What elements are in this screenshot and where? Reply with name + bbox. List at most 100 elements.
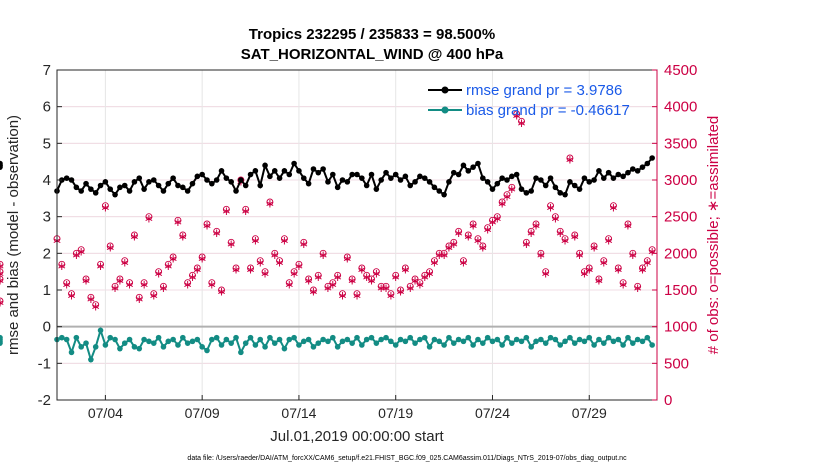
obs-assimilated-point: ∗ bbox=[642, 255, 652, 269]
bias-point bbox=[509, 340, 515, 346]
obs-assimilated-point: ∗ bbox=[463, 230, 473, 244]
obs-assimilated-point: ∗ bbox=[231, 263, 241, 277]
bias-point bbox=[257, 336, 264, 343]
obs-assimilated-point: ∗ bbox=[371, 266, 381, 280]
obs-assimilated-point: ∗ bbox=[110, 281, 120, 295]
y2-tick-label: 1000 bbox=[664, 319, 697, 336]
obs-assimilated-point: ∗ bbox=[492, 211, 502, 225]
x-tick-label: 07/09 bbox=[185, 405, 220, 421]
bias-point bbox=[383, 334, 389, 341]
y-tick-label: -2 bbox=[38, 392, 51, 409]
rmse-point bbox=[600, 175, 607, 181]
rmse-point bbox=[450, 169, 457, 176]
rmse-point bbox=[397, 177, 404, 183]
obs-possible-point bbox=[392, 271, 400, 279]
obs-possible-point bbox=[242, 205, 250, 213]
bias-point bbox=[59, 334, 65, 341]
obs-assimilated-point: ∗ bbox=[173, 215, 183, 229]
y2-tick-label: 2500 bbox=[664, 209, 697, 226]
obs-assimilated-point: ∗ bbox=[71, 248, 81, 262]
obs-possible-point bbox=[489, 216, 496, 224]
obs-assimilated-point: ∗ bbox=[410, 274, 420, 288]
obs-possible-point bbox=[537, 249, 545, 257]
obs-possible-point bbox=[339, 290, 346, 298]
rmse-series bbox=[0, 155, 655, 198]
obs-possible-point bbox=[532, 220, 540, 228]
rmse-point bbox=[470, 164, 476, 170]
rmse-point bbox=[189, 180, 196, 187]
obs-possible-point bbox=[358, 264, 366, 272]
bias-point bbox=[576, 336, 583, 343]
rmse-point bbox=[252, 168, 259, 174]
obs-possible-point bbox=[368, 275, 375, 283]
obs-possible-point bbox=[0, 275, 4, 283]
obs-possible-point bbox=[401, 264, 409, 272]
bias-point bbox=[233, 334, 239, 341]
obs-assimilated-point: ∗ bbox=[178, 230, 188, 244]
rmse-point bbox=[155, 182, 162, 189]
obs-assimilated-point: ∗ bbox=[96, 259, 106, 273]
rmse-point bbox=[523, 190, 530, 196]
rmse-point bbox=[567, 179, 573, 185]
obs-possible-point bbox=[160, 282, 167, 290]
obs-assimilated-point: ∗ bbox=[265, 197, 275, 211]
bias-point bbox=[155, 334, 162, 341]
obs-possible-point bbox=[92, 301, 100, 309]
bias-point bbox=[562, 338, 568, 345]
bias-point bbox=[538, 336, 544, 343]
x-tick-label: 07/24 bbox=[475, 405, 510, 421]
obs-possible-point bbox=[474, 235, 482, 243]
bias-point bbox=[363, 336, 370, 343]
obs-assimilated-point: ∗ bbox=[516, 116, 526, 130]
obs-possible-point bbox=[145, 213, 153, 221]
bias-point bbox=[378, 336, 384, 343]
obs-assimilated-point: ∗ bbox=[560, 233, 570, 247]
bias-point bbox=[218, 342, 225, 348]
obs-possible-point bbox=[237, 176, 245, 184]
rmse-point bbox=[402, 173, 409, 180]
rmse-point bbox=[552, 184, 559, 191]
rmse-point bbox=[276, 175, 283, 181]
bias-point bbox=[523, 334, 530, 341]
bias-point bbox=[368, 334, 375, 341]
bias-point bbox=[542, 340, 549, 346]
obs-possible-point bbox=[324, 282, 332, 290]
rmse-point bbox=[180, 184, 186, 191]
rmse-point bbox=[63, 175, 70, 181]
obs-possible-point bbox=[527, 227, 535, 235]
obs-assimilated-point: ∗ bbox=[0, 274, 5, 288]
obs-assimilated-point: ∗ bbox=[565, 153, 575, 167]
bias-point bbox=[252, 342, 259, 348]
rmse-point bbox=[383, 169, 389, 176]
rmse-point bbox=[146, 179, 152, 185]
obs-possible-point bbox=[648, 246, 656, 254]
obs-possible-point bbox=[63, 279, 71, 287]
y-tick-label: 4 bbox=[43, 172, 51, 189]
obs-possible-point bbox=[227, 238, 235, 246]
bias-point bbox=[450, 340, 457, 346]
bias-point bbox=[417, 336, 423, 343]
bias-point bbox=[441, 342, 447, 348]
obs-assimilated-point: ∗ bbox=[91, 299, 101, 313]
obs-possible-point bbox=[232, 264, 240, 272]
rmse-point bbox=[320, 166, 326, 172]
obs-assimilated-point: ∗ bbox=[550, 211, 560, 225]
obs-assimilated-point: ∗ bbox=[216, 285, 226, 299]
bias-point bbox=[83, 340, 89, 346]
bias-point bbox=[160, 344, 167, 350]
bias-point bbox=[330, 334, 336, 341]
rmse-point bbox=[300, 175, 307, 181]
obs-assimilated-point: ∗ bbox=[647, 244, 657, 258]
bias-point bbox=[68, 349, 75, 356]
rmse-point bbox=[117, 184, 123, 191]
rmse-point bbox=[199, 171, 205, 178]
obs-possible-point bbox=[600, 257, 608, 265]
obs-assimilated-point: ∗ bbox=[425, 266, 435, 280]
obs-assimilated-point: ∗ bbox=[105, 241, 115, 255]
obs-assimilated-point: ∗ bbox=[454, 226, 464, 240]
obs-assimilated-point: ∗ bbox=[628, 248, 638, 262]
rmse-point bbox=[388, 175, 394, 181]
obs-assimilated-point: ∗ bbox=[284, 277, 294, 291]
obs-possible-point bbox=[174, 216, 182, 224]
rmse-point bbox=[460, 162, 467, 169]
